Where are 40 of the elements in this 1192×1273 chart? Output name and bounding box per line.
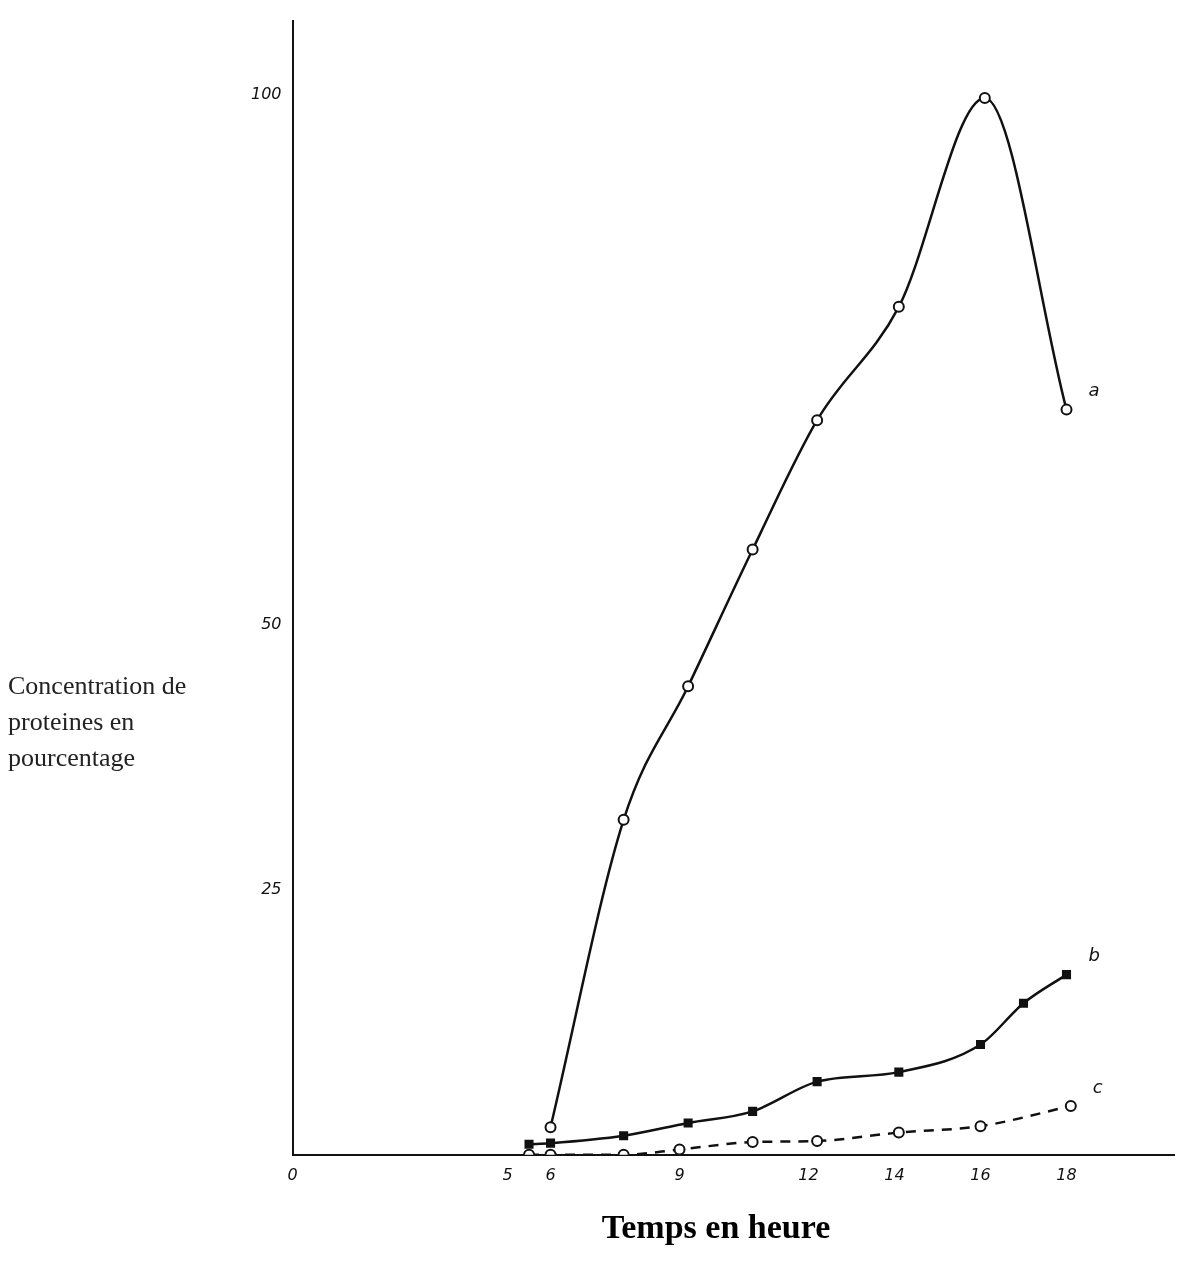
point [978, 91, 991, 104]
point [544, 1121, 557, 1134]
point [617, 813, 630, 826]
point [673, 1143, 686, 1155]
point [1064, 1100, 1077, 1113]
series-label: c [1092, 1075, 1103, 1097]
point [975, 1040, 986, 1050]
x-tick-label: 0 [287, 1164, 298, 1184]
point [892, 1126, 905, 1139]
point [682, 680, 695, 693]
y-tick-label: 25 [261, 878, 282, 898]
point [894, 1067, 904, 1077]
point [524, 1139, 534, 1149]
point [748, 1106, 758, 1116]
point [1061, 970, 1072, 980]
point [619, 1131, 629, 1141]
point [811, 1135, 824, 1148]
y-tick-label: 50 [261, 613, 282, 633]
series-label: a [1088, 379, 1100, 401]
x-axis-title: Temps en heure [600, 1208, 832, 1246]
x-tick-label: 18 [1056, 1164, 1077, 1184]
point [812, 1077, 822, 1087]
x-tick-label: 14 [884, 1164, 905, 1184]
x-tick-label: 5 [502, 1164, 513, 1184]
y-tick-label: 100 [250, 83, 282, 103]
point [974, 1120, 987, 1133]
y-axis-title: Concentration de proteines en pourcentage [8, 670, 188, 774]
point [746, 543, 759, 556]
point [811, 414, 824, 427]
point [545, 1138, 556, 1148]
point [1018, 998, 1029, 1008]
point [746, 1136, 759, 1149]
point [892, 300, 905, 313]
x-tick-label: 9 [674, 1164, 685, 1184]
series-label: b [1088, 944, 1100, 966]
point [683, 1118, 693, 1128]
x-tick-label: 12 [798, 1164, 819, 1184]
x-tick-label: 16 [970, 1164, 991, 1184]
point [1060, 403, 1073, 416]
x-tick-label: 6 [545, 1164, 556, 1184]
